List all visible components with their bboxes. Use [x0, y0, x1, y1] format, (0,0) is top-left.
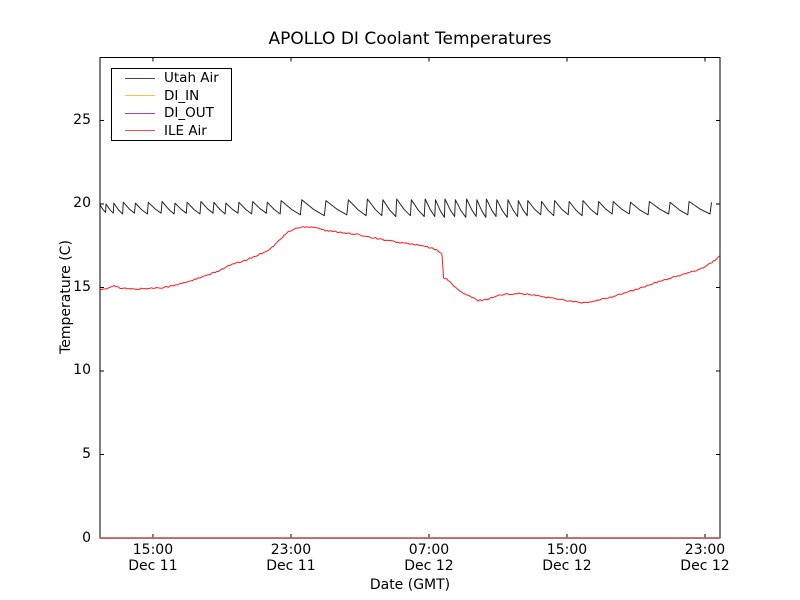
legend: Utah Air DI_IN DI_OUT ILE Air [111, 68, 232, 141]
y-tick-label: 0 [82, 529, 91, 546]
y-tick-label: 15 [73, 278, 91, 295]
legend-item-ile-air: ILE Air [112, 122, 231, 139]
legend-label: ILE Air [164, 122, 207, 139]
legend-line-sample [125, 95, 155, 96]
y-tick-label: 5 [82, 445, 91, 462]
y-tick-label: 25 [73, 111, 91, 128]
legend-line-sample [125, 77, 155, 79]
legend-label: DI_OUT [164, 105, 214, 121]
series-line-ile-air [99, 226, 721, 304]
x-tick-label: 23:00 Dec 11 [266, 542, 316, 574]
x-tick-label: 23:00 Dec 12 [680, 542, 730, 574]
legend-label: Utah Air [164, 70, 219, 86]
x-tick-label: 07:00 Dec 12 [404, 542, 454, 574]
legend-line-sample [125, 130, 155, 131]
legend-label: DI_IN [164, 87, 200, 104]
legend-item-di-out: DI_OUT [112, 105, 231, 122]
legend-line-sample [125, 112, 155, 114]
x-axis-label: Date (GMT) [369, 577, 451, 593]
y-tick-label: 10 [73, 362, 91, 379]
series-line-utah-air [99, 198, 712, 218]
x-tick-label: 15:00 Dec 11 [128, 542, 178, 574]
y-tick-label: 20 [73, 195, 91, 212]
chart-title: APOLLO DI Coolant Temperatures [268, 29, 552, 49]
x-tick-label: 15:00 Dec 12 [542, 542, 592, 574]
y-axis-label: Temperature (C) [58, 240, 74, 354]
legend-item-di-in: DI_IN [112, 87, 231, 104]
legend-item-utah-air: Utah Air [112, 70, 231, 87]
